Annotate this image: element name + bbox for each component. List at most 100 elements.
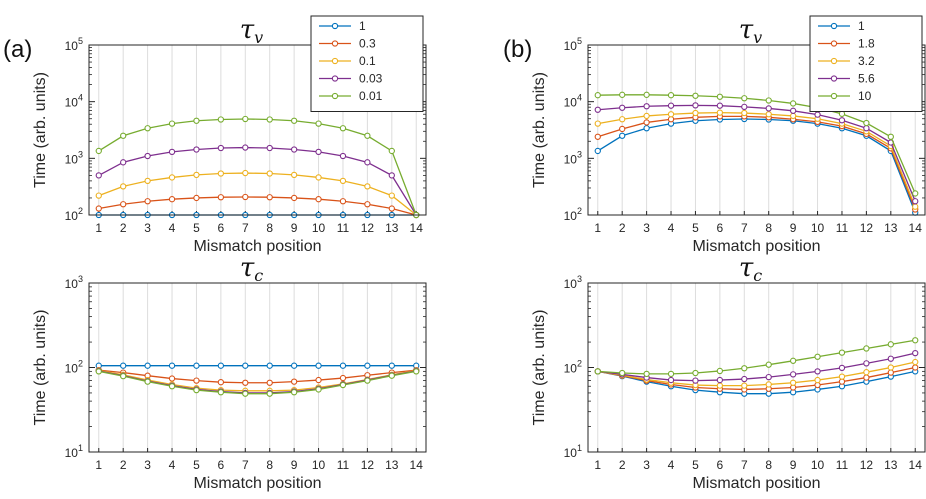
y-axis-label: Time (arb. units) bbox=[531, 72, 548, 188]
data-point bbox=[838, 373, 846, 380]
data-point bbox=[266, 144, 273, 152]
series-line-3.2 bbox=[597, 111, 916, 207]
data-point bbox=[619, 91, 626, 98]
x-tick-label: 6 bbox=[218, 221, 225, 235]
x-tick-label: 11 bbox=[337, 221, 350, 235]
x-tick-label: 12 bbox=[361, 221, 375, 235]
x-tick-label: 7 bbox=[242, 458, 249, 472]
x-tick-label: 1 bbox=[594, 221, 601, 235]
x-tick-label: 9 bbox=[291, 221, 298, 235]
data-point bbox=[95, 205, 102, 212]
y-axis-label: Time (arb. units) bbox=[531, 310, 548, 426]
data-point bbox=[594, 92, 601, 99]
y-tick-label: 102 bbox=[564, 359, 582, 376]
x-tick-label: 11 bbox=[836, 221, 849, 235]
data-point bbox=[838, 117, 846, 124]
data-point bbox=[339, 381, 347, 389]
data-point bbox=[315, 376, 322, 384]
data-point bbox=[887, 133, 894, 140]
data-point bbox=[716, 367, 724, 375]
x-tick-label: 11 bbox=[836, 458, 849, 472]
y-tick-label-exp: 3 bbox=[577, 149, 582, 159]
data-point bbox=[217, 116, 225, 123]
data-point bbox=[912, 349, 919, 357]
x-axis-label: Mismatch position bbox=[193, 475, 321, 492]
data-point bbox=[912, 198, 919, 205]
y-tick-label-exp: 4 bbox=[78, 93, 83, 103]
y-tick-label-exp: 3 bbox=[577, 274, 582, 284]
data-point bbox=[741, 365, 748, 372]
data-point bbox=[217, 362, 225, 369]
data-point bbox=[217, 144, 225, 152]
y-tick-label-exp: 3 bbox=[78, 149, 83, 159]
data-point bbox=[315, 120, 322, 127]
y-tick-label-base: 10 bbox=[65, 39, 79, 53]
x-tick-label: 9 bbox=[291, 458, 298, 472]
chart-title-base: τ bbox=[240, 253, 255, 283]
legend-entry-label: 1 bbox=[858, 19, 865, 33]
data-point bbox=[814, 111, 821, 118]
data-point bbox=[266, 379, 273, 386]
chart-title: τc bbox=[739, 253, 762, 285]
series-line-1 bbox=[597, 118, 916, 213]
series-line-0.03 bbox=[98, 146, 417, 216]
data-point bbox=[388, 362, 395, 369]
data-point bbox=[912, 203, 919, 210]
x-tick-label: 12 bbox=[860, 221, 874, 235]
data-point bbox=[95, 172, 102, 179]
data-point bbox=[789, 379, 797, 386]
data-point bbox=[217, 194, 225, 201]
y-tick-label: 103 bbox=[564, 149, 582, 166]
x-tick-label: 10 bbox=[811, 458, 825, 472]
legend-entry-label: 0.03 bbox=[359, 72, 383, 86]
legend-entry-label: 0.3 bbox=[359, 37, 376, 51]
y-tick-label: 104 bbox=[564, 93, 582, 110]
data-point bbox=[765, 361, 772, 368]
x-tick-label: 14 bbox=[410, 458, 424, 472]
data-point bbox=[290, 117, 298, 124]
data-point bbox=[716, 109, 724, 116]
x-tick-label: 8 bbox=[266, 221, 273, 235]
data-point bbox=[692, 369, 699, 377]
data-point bbox=[315, 174, 322, 181]
series-line-0.01 bbox=[98, 118, 417, 216]
data-point bbox=[619, 116, 626, 123]
y-tick-label-base: 10 bbox=[65, 277, 79, 291]
data-point bbox=[765, 97, 772, 104]
data-point bbox=[863, 369, 870, 376]
x-tick-label: 14 bbox=[909, 458, 923, 472]
data-point bbox=[339, 152, 347, 160]
legend-entry-label: 10 bbox=[858, 89, 872, 103]
series-line-1 bbox=[597, 370, 916, 395]
data-point bbox=[789, 357, 797, 364]
data-point bbox=[388, 205, 395, 212]
chart-title: τv bbox=[240, 15, 263, 47]
chart-title-base: τ bbox=[240, 15, 255, 45]
data-point bbox=[339, 198, 347, 205]
x-axis-label: Mismatch position bbox=[692, 238, 820, 255]
data-point bbox=[217, 379, 225, 386]
legend-entry-label: 3.2 bbox=[858, 54, 875, 68]
y-tick-label-base: 10 bbox=[65, 152, 79, 166]
data-point bbox=[144, 378, 151, 385]
panel-label: (a) bbox=[3, 36, 32, 63]
x-tick-label: 6 bbox=[717, 221, 724, 235]
y-tick-label: 103 bbox=[65, 149, 83, 166]
y-tick-label-exp: 2 bbox=[577, 359, 582, 369]
data-point bbox=[364, 377, 371, 384]
y-axis-label: Time (arb. units) bbox=[32, 72, 49, 188]
y-tick-label-base: 10 bbox=[65, 96, 79, 110]
data-point bbox=[388, 372, 395, 379]
data-point bbox=[168, 174, 176, 181]
data-point bbox=[364, 362, 371, 369]
x-tick-label: 5 bbox=[692, 458, 699, 472]
data-point bbox=[290, 378, 298, 385]
legend-swatch-marker bbox=[830, 57, 838, 65]
data-point bbox=[290, 389, 298, 396]
data-point bbox=[887, 341, 894, 348]
data-point bbox=[838, 364, 846, 372]
data-point bbox=[364, 183, 371, 190]
data-point bbox=[912, 358, 919, 366]
y-tick-label: 105 bbox=[65, 36, 83, 53]
